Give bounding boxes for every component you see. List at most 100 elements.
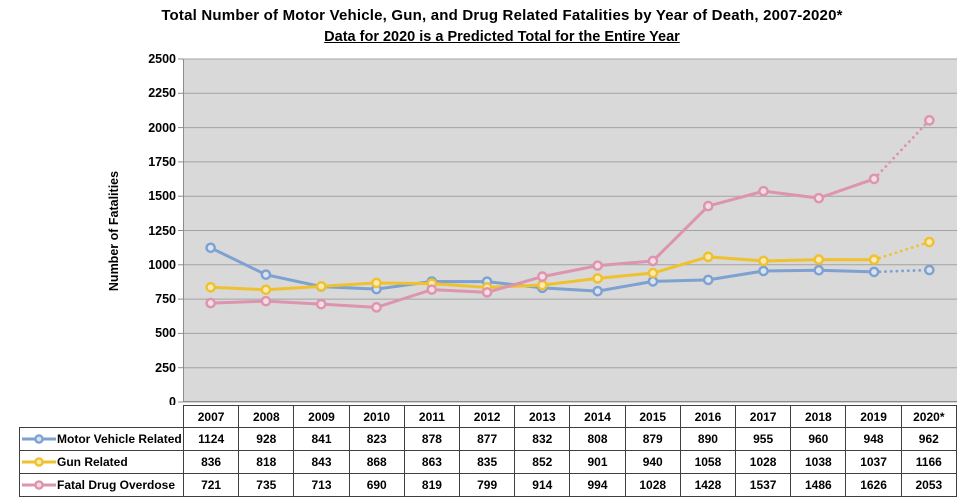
- value-cell: 1124: [182, 427, 240, 451]
- year-header-cell: 2013: [514, 405, 571, 428]
- data-marker-gun-related: [924, 236, 935, 248]
- data-marker-fatal-drug-overdose: [702, 200, 714, 212]
- series-forecast-line-gun-related: [872, 240, 931, 262]
- y-tick-label: 0: [169, 395, 176, 409]
- value-cell: 735: [238, 473, 295, 497]
- legend-key-icon-motor-vehicle-related: [22, 434, 56, 444]
- data-marker-gun-related: [868, 254, 880, 266]
- value-cell: 1028: [735, 450, 792, 474]
- value-cell: 818: [238, 450, 295, 474]
- y-tick-label: 2500: [148, 52, 176, 66]
- value-cell: 1037: [845, 450, 902, 474]
- plot-area: [178, 58, 957, 403]
- value-cell: 819: [403, 473, 461, 497]
- value-cell: 836: [182, 450, 240, 474]
- data-marker-fatal-drug-overdose: [813, 192, 825, 204]
- data-marker-fatal-drug-overdose: [537, 271, 548, 282]
- data-marker-motor-vehicle-related: [260, 269, 272, 280]
- legend-cell-gun-related: Gun Related: [19, 450, 184, 474]
- data-marker-gun-related: [205, 282, 216, 293]
- data-marker-fatal-drug-overdose: [426, 284, 438, 295]
- year-header-cell: 2010: [348, 405, 405, 428]
- legend-label: Fatal Drug Overdose: [57, 478, 176, 492]
- value-cell: 879: [624, 427, 681, 451]
- y-tick-label: 1000: [148, 257, 176, 272]
- value-cell: 877: [459, 427, 516, 451]
- data-marker-motor-vehicle-related: [702, 274, 714, 286]
- data-marker-motor-vehicle-related: [868, 266, 880, 278]
- data-marker-fatal-drug-overdose: [647, 255, 659, 267]
- table-row-fatal-drug-overdose: Fatal Drug Overdose 721 735 713 690 819 799 914…: [19, 473, 958, 497]
- data-marker-fatal-drug-overdose: [481, 287, 493, 298]
- data-marker-motor-vehicle-related: [592, 285, 603, 297]
- value-cell: 1428: [679, 473, 737, 497]
- chart-subtitle: Data for 2020 is a Predicted Total for t…: [324, 29, 680, 45]
- data-marker-motor-vehicle-related: [924, 264, 935, 276]
- data-marker-motor-vehicle-related: [813, 264, 825, 276]
- value-cell: 1058: [679, 450, 737, 474]
- data-marker-gun-related: [260, 284, 272, 296]
- data-marker-fatal-drug-overdose: [592, 260, 603, 271]
- data-marker-motor-vehicle-related: [758, 265, 769, 277]
- year-header-cell: 2015: [624, 405, 681, 428]
- legend-cell-fatal-drug-overdose: Fatal Drug Overdose: [19, 473, 184, 497]
- value-cell: 1166: [900, 450, 958, 474]
- value-cell: 948: [845, 427, 902, 451]
- data-marker-gun-related: [813, 254, 825, 265]
- y-tick-label: 1500: [148, 189, 176, 204]
- value-cell: 863: [403, 450, 461, 474]
- year-header-cell: 2007: [182, 405, 240, 428]
- data-marker-fatal-drug-overdose: [260, 295, 272, 307]
- value-cell: 962: [900, 427, 958, 451]
- year-header-cell: 2018: [790, 405, 847, 428]
- y-tick-label: 250: [155, 360, 176, 375]
- value-cell: 890: [679, 427, 737, 451]
- value-cell: 808: [569, 427, 626, 451]
- value-cell: 955: [735, 427, 792, 451]
- value-cell: 690: [348, 473, 405, 497]
- y-tick-label: 750: [155, 292, 176, 307]
- data-marker-motor-vehicle-related: [647, 276, 659, 287]
- y-tick-label: 2000: [148, 120, 176, 135]
- value-cell: 843: [293, 450, 350, 474]
- value-cell: 1038: [790, 450, 847, 474]
- chart-title: Total Number of Motor Vehicle, Gun, and …: [161, 7, 843, 24]
- year-header-cell: 2014: [569, 405, 626, 428]
- y-tick-label: 1250: [148, 223, 176, 238]
- series-forecast-line-motor-vehicle-related: [872, 268, 931, 274]
- value-cell: 940: [624, 450, 681, 474]
- legend-label: Gun Related: [57, 455, 128, 469]
- value-cell: 841: [293, 427, 350, 451]
- y-tick-label: 500: [155, 326, 176, 341]
- legend-label: Motor Vehicle Related: [57, 432, 182, 446]
- legend-key-icon-fatal-drug-overdose: [22, 480, 56, 490]
- value-cell: 928: [238, 427, 295, 451]
- value-cell: 878: [403, 427, 461, 451]
- year-header-cell: 2009: [293, 405, 350, 428]
- year-header-cell: 2012: [459, 405, 516, 428]
- value-cell: 2053: [900, 473, 958, 497]
- table-row-motor-vehicle-related: Motor Vehicle Related 1124 928 841 823 878 877…: [19, 427, 958, 451]
- value-cell: 901: [569, 450, 626, 474]
- year-header-cell: 2008: [238, 405, 295, 428]
- data-marker-gun-related: [702, 251, 714, 263]
- value-cell: 1626: [845, 473, 902, 497]
- value-cell: 1486: [790, 473, 847, 497]
- legend-key-icon-gun-related: [22, 457, 56, 467]
- table-corner-cell: [20, 406, 184, 428]
- value-cell: 1537: [735, 473, 792, 497]
- data-marker-gun-related: [758, 255, 769, 267]
- data-marker-fatal-drug-overdose: [371, 302, 382, 313]
- table-header-row: 2007 2008 2009 2010 2011 2012 2013 2014 2015 2016…: [20, 405, 958, 428]
- value-cell: 994: [569, 473, 626, 497]
- value-cell: 823: [348, 427, 405, 451]
- data-marker-fatal-drug-overdose: [924, 115, 935, 126]
- year-header-cell: 2011: [403, 405, 461, 428]
- data-marker-gun-related: [537, 279, 548, 291]
- year-header-cell: 2020*: [900, 405, 958, 428]
- series-forecast-line-fatal-drug-overdose: [872, 118, 931, 181]
- value-cell: 960: [790, 427, 847, 451]
- year-header-cell: 2016: [679, 405, 737, 428]
- value-cell: 1028: [624, 473, 681, 497]
